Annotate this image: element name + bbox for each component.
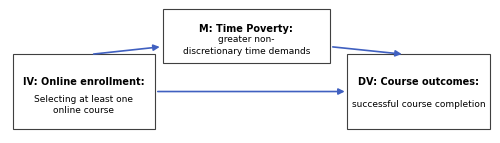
Text: successful course completion: successful course completion bbox=[352, 100, 486, 109]
Text: IV: Online enrollment:: IV: Online enrollment: bbox=[23, 77, 144, 87]
Text: DV: Course outcomes:: DV: Course outcomes: bbox=[358, 77, 479, 87]
FancyBboxPatch shape bbox=[12, 54, 155, 129]
FancyBboxPatch shape bbox=[162, 9, 330, 63]
Text: M: Time Poverty:: M: Time Poverty: bbox=[200, 24, 293, 34]
Text: Selecting at least one
online course: Selecting at least one online course bbox=[34, 95, 133, 115]
FancyBboxPatch shape bbox=[348, 54, 490, 129]
Text: greater non-
discretionary time demands: greater non- discretionary time demands bbox=[182, 35, 310, 56]
